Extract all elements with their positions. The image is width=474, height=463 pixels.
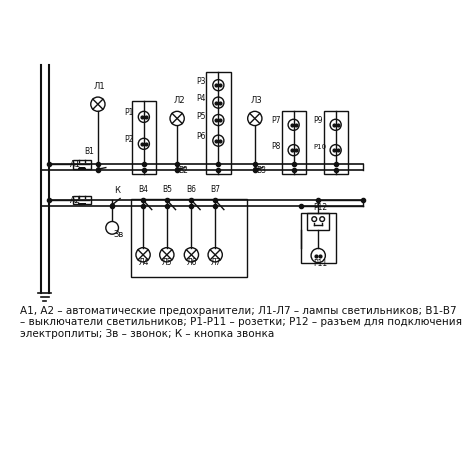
Text: Р8: Р8 [272, 142, 281, 150]
Text: В3: В3 [256, 165, 266, 174]
Bar [301, 213, 336, 263]
Bar [282, 111, 306, 175]
Text: Л5: Л5 [162, 258, 173, 267]
Text: Л2: Л2 [173, 95, 185, 105]
Text: Р6: Р6 [196, 132, 206, 141]
Text: Р3: Р3 [196, 77, 206, 86]
Text: Л1: Л1 [94, 82, 106, 91]
Text: Р7: Р7 [272, 116, 281, 125]
Text: Р12: Р12 [313, 202, 328, 211]
Text: Р2: Р2 [124, 135, 133, 144]
Text: А2: А2 [70, 195, 81, 204]
Bar [206, 73, 231, 175]
Text: Зв: Зв [114, 229, 124, 238]
Text: Л6: Л6 [187, 258, 197, 267]
Text: В4: В4 [138, 185, 148, 194]
Bar [73, 161, 91, 169]
Text: В2: В2 [179, 165, 189, 174]
Text: А1, А2 – автоматические предохранители; Л1-Л7 – лампы светильников; В1-В7
– выкл: А1, А2 – автоматические предохранители; … [20, 305, 462, 338]
Text: Р1: Р1 [124, 108, 133, 117]
Text: В6: В6 [187, 185, 197, 194]
Bar [73, 196, 91, 205]
Text: Р9: Р9 [313, 116, 323, 125]
Text: В5: В5 [162, 185, 172, 194]
Text: Л7: Л7 [210, 258, 221, 267]
Text: Л4: Л4 [138, 258, 149, 267]
Text: Р5: Р5 [196, 112, 206, 120]
Bar [307, 213, 329, 231]
Text: В1: В1 [84, 147, 94, 156]
Bar [324, 111, 347, 175]
Text: А1: А1 [70, 160, 81, 169]
Text: Л3: Л3 [251, 95, 263, 105]
Bar [131, 199, 247, 277]
Text: Р11: Р11 [313, 258, 328, 268]
Text: В7: В7 [210, 185, 220, 194]
Text: Р10: Р10 [313, 144, 327, 150]
Text: К: К [115, 186, 120, 195]
Text: Р4: Р4 [196, 94, 206, 103]
Bar [132, 102, 156, 175]
